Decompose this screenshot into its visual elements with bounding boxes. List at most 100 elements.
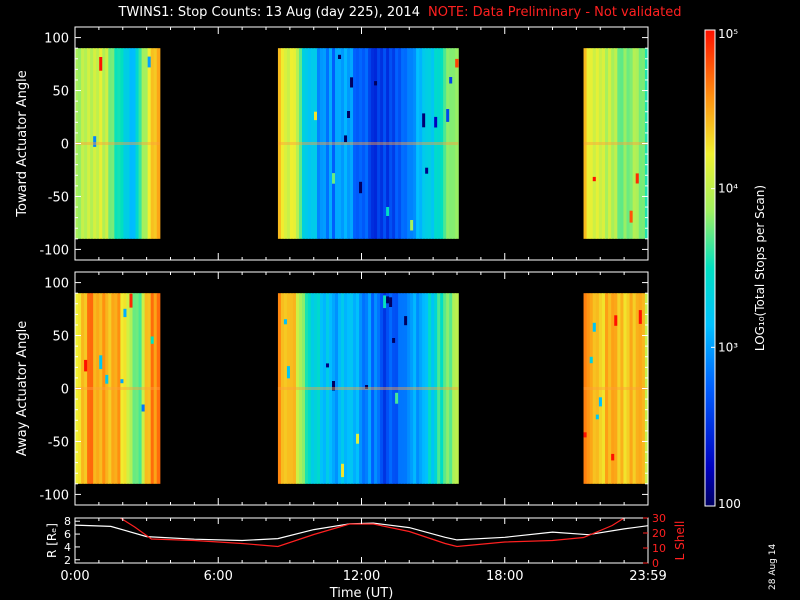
heatmap-column: [353, 48, 357, 239]
heatmap-column: [608, 48, 612, 239]
heatmap-speckle: [123, 308, 127, 318]
l-shell-axis-label: L Shell: [673, 521, 687, 561]
heatmap-column: [144, 48, 149, 239]
heatmap-speckle: [386, 296, 390, 304]
data-block: [583, 293, 649, 484]
time-tick-label: 18:00: [486, 569, 523, 584]
heatmap-column: [87, 293, 91, 484]
r-distance-line: [75, 522, 648, 542]
heatmap-column: [419, 48, 423, 239]
heatmap-column: [277, 293, 282, 484]
y-tick-label: 100: [44, 32, 69, 47]
heatmap-column: [120, 48, 125, 239]
heatmap-column: [617, 48, 621, 239]
heatmap-speckle: [99, 57, 103, 71]
r-tick-label: 4: [64, 541, 71, 554]
heatmap-column: [280, 293, 285, 484]
heatmap-column: [347, 293, 351, 484]
heatmap-column: [365, 48, 369, 239]
heatmap-column: [623, 48, 628, 239]
data-block: [75, 48, 161, 239]
heatmap-speckle: [386, 207, 390, 216]
l-shell-tick-label: 10: [652, 542, 666, 555]
heatmap-column: [455, 48, 459, 239]
heatmap-column: [437, 293, 441, 484]
heatmap-speckle: [141, 404, 146, 412]
heatmap-speckle: [446, 109, 450, 122]
heatmap-column: [150, 48, 155, 239]
heatmap-column: [404, 293, 408, 484]
heatmap-column: [102, 293, 106, 484]
heatmap-column: [295, 293, 300, 484]
heatmap-column: [362, 48, 366, 239]
heatmap-speckle: [356, 433, 360, 444]
heatmap-column: [398, 48, 402, 239]
heatmap-column: [374, 293, 378, 484]
heatmap-speckle: [629, 210, 634, 223]
heatmap-column: [601, 293, 606, 484]
heatmap-column: [626, 48, 631, 239]
heatmap-column: [81, 48, 85, 239]
heatmap-column: [395, 293, 399, 484]
heatmap-column: [407, 48, 411, 239]
heatmap-column: [105, 293, 109, 484]
heatmap-column: [356, 48, 360, 239]
zero-angle-ridge: [277, 387, 459, 390]
heatmap-speckle: [595, 414, 600, 420]
heatmap-column: [386, 293, 390, 484]
heatmap-column: [147, 293, 152, 484]
heatmap-column: [320, 48, 324, 239]
panel-frame-toward: [74, 26, 649, 261]
heatmap-column: [434, 293, 438, 484]
heatmap-column: [389, 293, 393, 484]
heatmap-column: [292, 293, 297, 484]
heatmap-column: [620, 48, 625, 239]
heatmap-column: [326, 48, 330, 239]
heatmap-column: [434, 48, 438, 239]
heatmap-column: [635, 48, 640, 239]
heatmap-column: [620, 293, 625, 484]
heatmap-column: [286, 293, 291, 484]
heatmap-column: [617, 293, 621, 484]
heatmap-column: [589, 293, 594, 484]
colorbar-tick-label: 10⁵: [718, 27, 738, 41]
heatmap-column: [99, 48, 103, 239]
heatmap-speckle: [404, 316, 408, 326]
heatmap-column: [126, 48, 131, 239]
time-tick-label: 12:00: [343, 569, 380, 584]
heatmap-column: [437, 48, 441, 239]
heatmap-column: [341, 293, 345, 484]
y-tick-label: 0: [61, 383, 69, 398]
r-tick-label: 2: [64, 554, 71, 567]
heatmap-column: [425, 293, 429, 484]
heatmap-column: [153, 48, 158, 239]
heatmap-speckle: [374, 81, 378, 86]
heatmap-speckle: [350, 77, 354, 88]
time-tick-label: 23:59: [629, 569, 666, 584]
heatmap-column: [313, 48, 318, 239]
time-tick-label: 0:00: [60, 569, 89, 584]
heatmap-column: [413, 48, 417, 239]
time-tick-label: 6:00: [204, 569, 233, 584]
heatmap-column: [614, 293, 618, 484]
heatmap-speckle: [344, 135, 348, 143]
heatmap-speckle: [422, 113, 426, 128]
heatmap-column: [601, 48, 606, 239]
heatmap-column: [313, 293, 318, 484]
l-shell-tick-label: 20: [652, 527, 666, 540]
heatmap-column: [425, 48, 429, 239]
heatmap-speckle: [150, 336, 155, 344]
heatmap-column: [307, 48, 312, 239]
heatmap-column: [383, 48, 387, 239]
heatmap-speckle: [449, 77, 453, 84]
heatmap-column: [626, 293, 631, 484]
heatmap-column: [286, 48, 291, 239]
heatmap-column: [592, 48, 597, 239]
heatmap-column: [419, 293, 423, 484]
heatmap-speckle: [99, 355, 103, 370]
heatmap-column: [316, 293, 321, 484]
heatmap-column: [81, 293, 85, 484]
heatmap-column: [326, 293, 330, 484]
heatmap-column: [277, 48, 282, 239]
heatmap-column: [368, 48, 372, 239]
